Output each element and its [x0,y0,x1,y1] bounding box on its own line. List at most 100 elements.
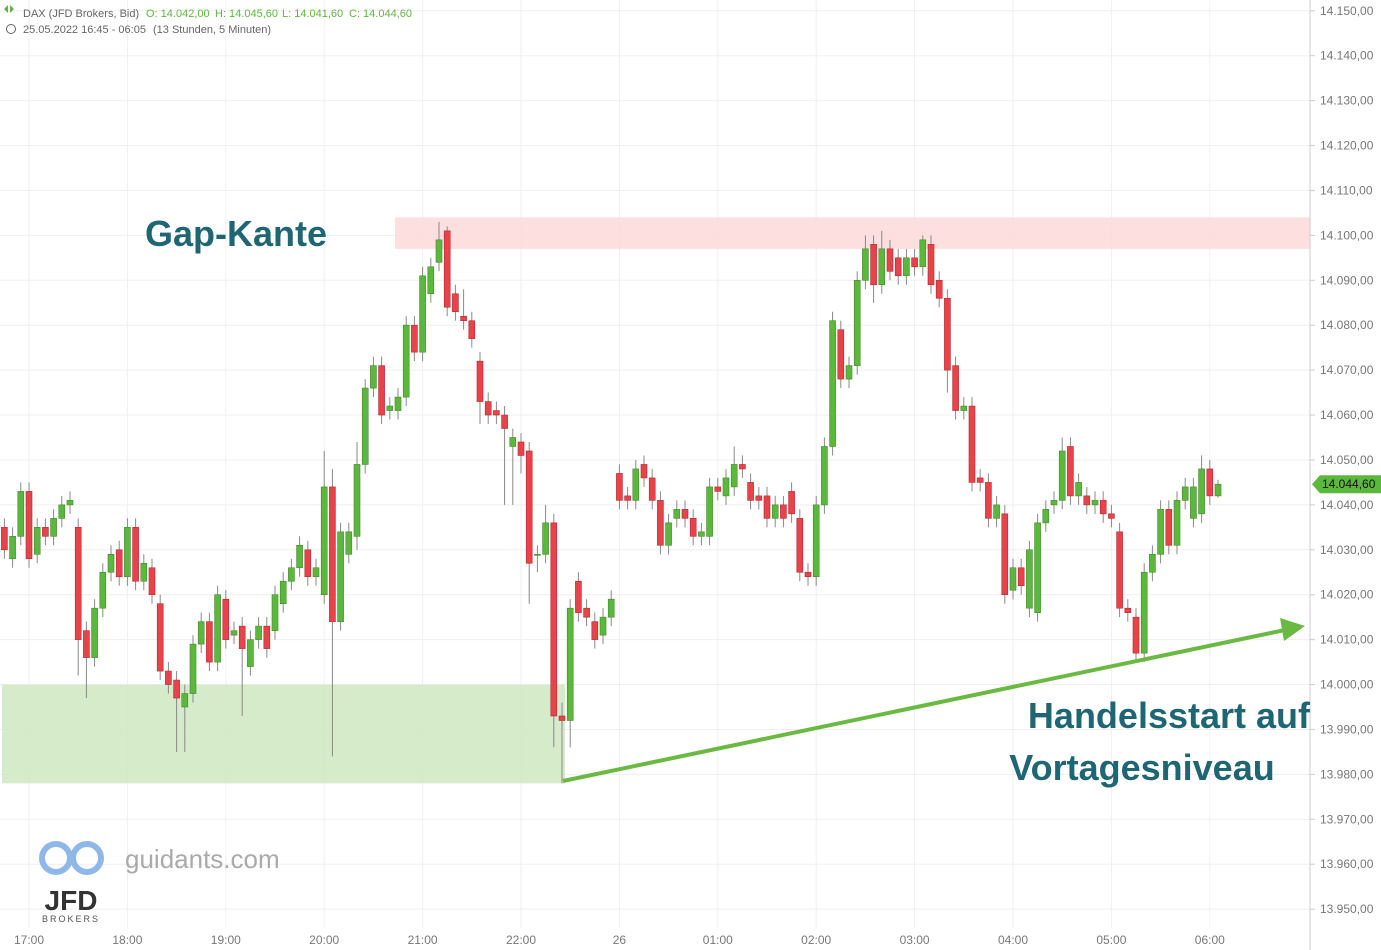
candle-body [747,482,754,501]
candle-body [706,486,713,537]
candle-body [263,625,271,649]
candle-body [91,607,98,658]
candle-body [845,365,853,380]
candle-body [968,405,976,483]
logo-sub: BROKERS [42,914,100,924]
candle-body [345,531,353,555]
candle-body [1091,500,1099,506]
candle-body [911,257,918,268]
annotation: Gap-Kante [145,213,327,254]
candle-body [50,518,57,537]
title: DAX (JFD Brokers, Bid) [23,8,139,20]
candle-body [214,594,221,663]
y-tick-label: 14.080,00 [1320,318,1374,332]
candle-body [763,495,771,519]
candle-body [1001,513,1009,596]
candle-body [509,437,517,447]
candle-body [484,401,492,416]
x-tick-label: 26 [613,933,627,947]
candle-body [329,486,336,622]
candle-body [17,491,25,537]
candle-body [288,567,295,582]
candle-body [812,504,820,578]
candle-body [534,553,541,556]
axis: 13.950,00 13.960,00 13.970,00 13.980,00 13.9… [14,4,1381,947]
candle-body [25,491,33,560]
x-tick-label: 20:00 [309,933,339,947]
candle-body [132,527,139,582]
candle-body [1099,500,1107,515]
candle-body [124,527,131,578]
candle-body [583,607,590,618]
candle-body [156,603,164,672]
x-tick-label: 18:00 [112,933,142,947]
candle-body [673,509,681,519]
candle-body [107,553,115,573]
candle-body [1206,468,1214,497]
branding: guidants.com JFD BROKERS [39,841,280,924]
ohlc-open: O: 14.042,00 [146,8,210,20]
y-tick-label: 14.100,00 [1320,228,1374,242]
y-tick-label: 13.950,00 [1320,902,1374,916]
candle-body [788,491,795,515]
candle-body [197,621,205,645]
candle-body [796,518,804,573]
candle-body [83,630,90,658]
candle-body [411,324,418,353]
candle-body [853,279,861,366]
x-tick-label: 22:00 [506,933,536,947]
candle-body [804,571,812,578]
candle-body [460,315,467,322]
ohlc-low: L: 14.041,60 [282,8,343,20]
candle-body [1165,509,1173,546]
candle-body [1132,616,1140,654]
candle-body [550,522,558,717]
candle-body [1190,486,1197,519]
candle-body [919,239,927,268]
candle-body [944,297,951,371]
zone [395,217,1310,249]
candle-body [74,527,82,640]
candle-body [189,643,197,694]
candle-body [370,365,377,389]
candle-body [714,486,722,492]
candle-body [222,598,230,640]
arrow [562,628,1286,783]
candle-body [1173,500,1181,546]
candle-body [755,495,763,501]
x-tick-label: 17:00 [14,933,44,947]
y-tick-label: 13.990,00 [1320,722,1374,736]
logo-ring [70,841,104,875]
candle-body [935,279,943,299]
candle-body [1034,522,1041,613]
y-tick-label: 14.120,00 [1320,139,1374,153]
candle-body [443,230,451,308]
x-tick-label: 04:00 [998,933,1028,947]
candle-body [903,257,910,277]
candle-body [452,293,459,313]
candle-body [862,248,869,281]
clock-icon [6,24,16,34]
last-price-label: 14.044,60 [1322,477,1376,491]
candle-body [394,396,402,411]
candle-body [255,625,262,640]
candle-body [952,365,959,411]
candle-body [886,248,894,272]
y-tick-label: 14.150,00 [1320,4,1374,18]
candle-body [730,464,738,488]
candle-body [681,509,689,519]
candle-body [1214,483,1222,497]
candle-body [476,360,484,402]
candle-body [320,486,328,596]
candle-body [206,621,213,663]
last-price-tag [1312,475,1381,494]
ohlc-close: C: 14.044,60 [349,8,412,20]
candle-body [894,257,902,277]
candle-body [1140,571,1148,654]
candle-body [419,275,426,353]
candle-body [566,607,574,721]
annotation: Handelsstart auf [1028,695,1311,736]
candle-body [33,527,41,555]
candle-body [312,567,320,578]
